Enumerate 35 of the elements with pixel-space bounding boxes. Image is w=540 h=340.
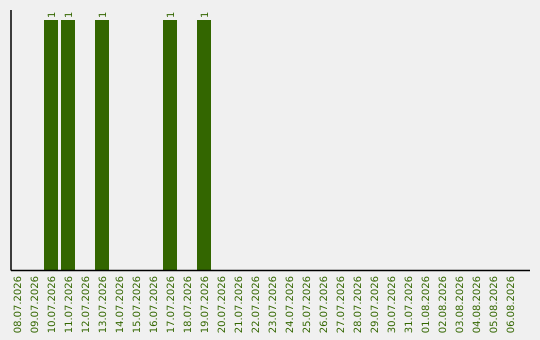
data-label: 1 bbox=[47, 12, 58, 18]
x-tick-label: 28.07.2026 bbox=[353, 276, 364, 334]
x-tick-label: 18.07.2026 bbox=[183, 276, 194, 334]
x-tick-label: 20.07.2026 bbox=[217, 276, 228, 334]
x-tick-label: 19.07.2026 bbox=[200, 276, 211, 334]
x-tick-label: 10.07.2026 bbox=[47, 276, 58, 334]
x-tick-label: 25.07.2026 bbox=[302, 276, 313, 334]
x-tick-label: 30.07.2026 bbox=[387, 276, 398, 334]
x-tick-label: 11.07.2026 bbox=[64, 276, 75, 334]
data-label: 1 bbox=[166, 12, 177, 18]
x-tick-label: 12.07.2026 bbox=[81, 276, 92, 334]
x-tick-label: 26.07.2026 bbox=[319, 276, 330, 334]
x-tick-label: 06.08.2026 bbox=[506, 276, 517, 334]
x-tick-label: 04.08.2026 bbox=[472, 276, 483, 334]
x-tick-label: 02.08.2026 bbox=[438, 276, 449, 334]
data-label: 1 bbox=[64, 12, 75, 18]
x-tick-label: 09.07.2026 bbox=[30, 276, 41, 334]
x-tick-label: 03.08.2026 bbox=[455, 276, 466, 334]
x-tick-label: 27.07.2026 bbox=[336, 276, 347, 334]
x-tick-label: 23.07.2026 bbox=[268, 276, 279, 334]
x-tick-label: 31.07.2026 bbox=[404, 276, 415, 334]
x-tick-label: 14.07.2026 bbox=[115, 276, 126, 334]
x-tick-label: 16.07.2026 bbox=[149, 276, 160, 334]
x-tick-label: 24.07.2026 bbox=[285, 276, 296, 334]
data-label: 1 bbox=[200, 12, 211, 18]
x-tick-label: 17.07.2026 bbox=[166, 276, 177, 334]
data-label: 1 bbox=[98, 12, 109, 18]
x-tick-label: 13.07.2026 bbox=[98, 276, 109, 334]
x-tick-label: 01.08.2026 bbox=[421, 276, 432, 334]
x-tick-label: 29.07.2026 bbox=[370, 276, 381, 334]
x-tick-label: 15.07.2026 bbox=[132, 276, 143, 334]
x-tick-label: 22.07.2026 bbox=[251, 276, 262, 334]
x-tick-label: 05.08.2026 bbox=[489, 276, 500, 334]
x-tick-label: 08.07.2026 bbox=[13, 276, 24, 334]
x-tick-label: 21.07.2026 bbox=[234, 276, 245, 334]
